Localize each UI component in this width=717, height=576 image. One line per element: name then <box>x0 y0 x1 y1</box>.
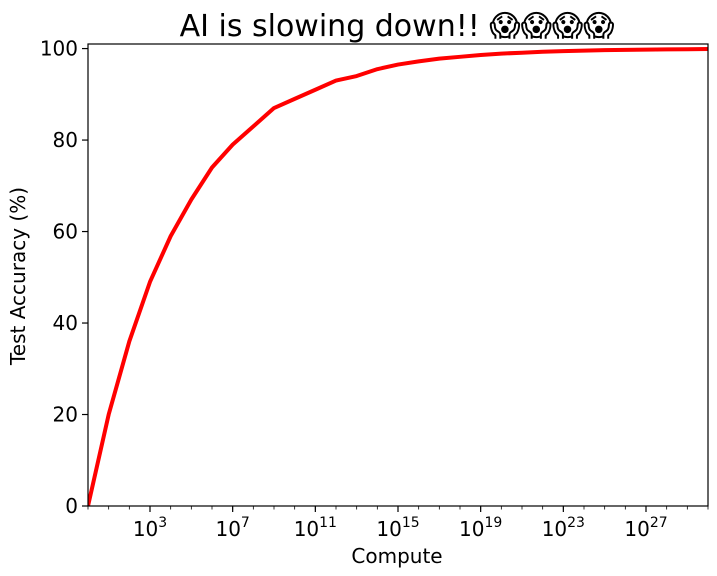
chart-title: AI is slowing down!! 😱😱😱😱 <box>180 9 615 44</box>
y-tick-label: 0 <box>65 494 78 518</box>
y-tick-label: 80 <box>53 128 78 152</box>
y-axis-label: Test Accuracy (%) <box>6 187 30 366</box>
x-tick-label: 1027 <box>624 515 667 541</box>
x-axis: 103 107 1011 1015 1019 1023 1027 <box>87 506 709 541</box>
plot-frame <box>87 43 709 507</box>
x-tick-label: 1011 <box>294 515 337 541</box>
plot-area <box>87 43 709 507</box>
x-tick-label: 1023 <box>542 515 585 541</box>
x-tick-label: 1019 <box>459 515 502 541</box>
x-tick-label: 107 <box>215 515 249 541</box>
y-tick-label: 60 <box>53 220 78 244</box>
x-tick-label: 1015 <box>376 515 419 541</box>
series-line-0 <box>88 47 708 506</box>
x-tick-label: 103 <box>133 515 167 541</box>
y-tick-label: 40 <box>53 311 78 335</box>
y-axis: 0 20 40 60 80 100 <box>40 37 88 518</box>
x-axis-label: Compute <box>351 544 442 568</box>
y-tick-label: 20 <box>53 403 78 427</box>
y-tick-label: 100 <box>40 37 78 61</box>
